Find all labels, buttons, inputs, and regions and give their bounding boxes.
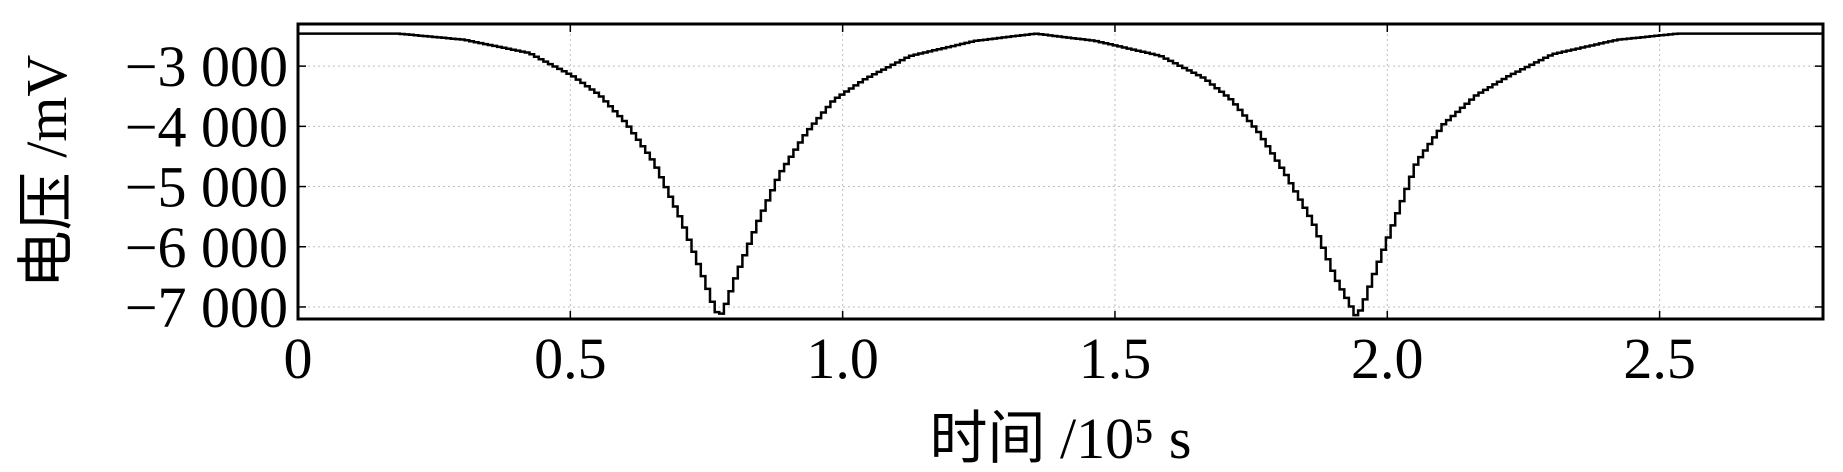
x-tick-label: 1.5 [1079,326,1152,391]
y-tick-label: −3 000 [125,34,288,99]
x-axis-label: 时间 /10⁵ s [930,406,1192,471]
plot-frame [296,22,1825,321]
y-tick-label: −4 000 [125,94,288,159]
grid-layer [297,24,1823,319]
x-tick-label: 0 [284,326,313,391]
x-tick-label: 1.0 [806,326,879,391]
y-tick-label: −6 000 [125,215,288,280]
x-tick-labels: 0 0.5 1.0 1.5 2.0 2.5 [284,326,1696,391]
ticks-layer [297,24,1823,319]
y-axis-label: 电压 /mV [14,55,79,289]
y-tick-labels: −3 000−4 000−5 000−6 000−7 000 [125,34,288,340]
y-tick-label: −5 000 [125,155,288,220]
x-tick-label: 2.0 [1351,326,1424,391]
x-tick-label: 2.5 [1623,326,1696,391]
y-tick-label: −7 000 [125,275,288,340]
voltage-series-line [298,32,1823,317]
x-tick-label: 0.5 [534,326,607,391]
